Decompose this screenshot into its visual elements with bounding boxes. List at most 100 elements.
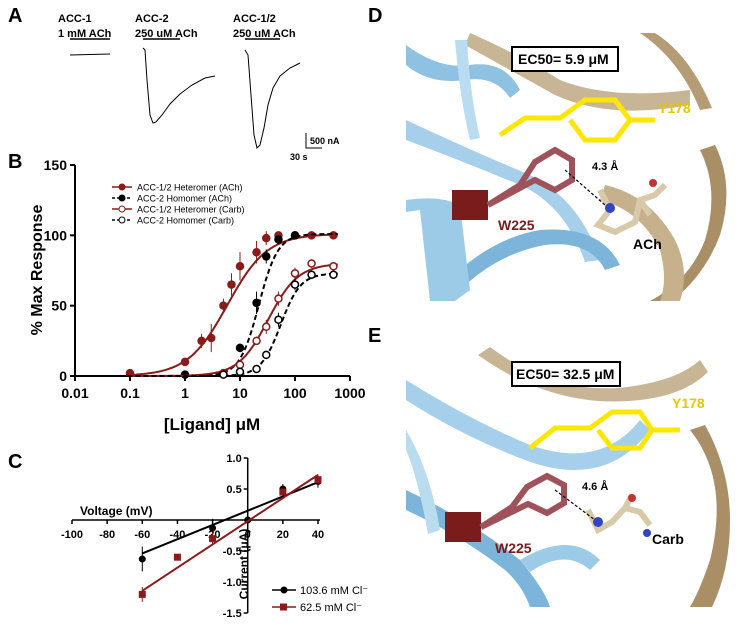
label-w225-d: W225 [498, 217, 535, 233]
cation-pi-distance [554, 489, 596, 521]
chart-b-fit-line [127, 272, 338, 377]
chart-b-legend-entry: ACC-2 Homomer (ACh) [137, 194, 232, 204]
ligand-nitrogen [605, 203, 615, 213]
chart-b-xtick-label: 0.1 [120, 385, 140, 401]
scale-bar [305, 133, 322, 149]
distance-d: 4.3 Å [592, 160, 618, 173]
ligand-label-d: ACh [633, 236, 662, 252]
chart-b-legend-entry: ACC-2 Homomer (Carb) [137, 216, 234, 226]
chart-c-legend-marker [280, 603, 287, 611]
ec50-e: EC50= 32.5 μM [516, 366, 614, 382]
trace-2-name: ACC-2 [135, 13, 169, 25]
chart-c-ytick-label: -1.0 [223, 577, 242, 589]
chart-b-point [235, 367, 245, 377]
blue-ribbon [520, 545, 600, 572]
chart-b-legend-marker [118, 194, 126, 202]
chart-c-xtick-label: 20 [277, 529, 289, 541]
chart-c-ytick-label: -1.5 [223, 608, 242, 620]
chart-b-legend-marker [118, 205, 126, 213]
chart-b-point [307, 259, 316, 268]
chart-b-point [252, 298, 261, 308]
panel-c-letter: C [8, 451, 22, 473]
chart-b-point [261, 252, 271, 261]
chart-c-point [209, 524, 217, 532]
chart-c-xtick-label: 0 [245, 529, 251, 541]
chart-b-point [290, 269, 300, 278]
panel-d-structure: D EC50= 5.9 μM Y178 W225 4.3 Å ACh [368, 5, 736, 301]
chart-b-xtick-label: 1 [181, 385, 189, 401]
chart-b-point [261, 233, 271, 243]
blue-ribbon [406, 120, 600, 262]
tan-ribbon [650, 145, 727, 301]
chart-b-point [329, 231, 338, 240]
chart-c-ytick-label: 0.5 [226, 484, 241, 496]
trace-1 [69, 53, 111, 56]
chart-b-point [329, 262, 338, 271]
blue-ribbon [406, 430, 440, 534]
blue-ribbon [455, 40, 480, 140]
y178-sidechain [528, 409, 680, 451]
chart-b-legend-marker [118, 216, 126, 224]
chart-b-point [235, 360, 245, 369]
chart-b-point [197, 336, 206, 346]
panel-c-iv-curve: C Voltage (mV) Current (μA) -100 -80 -60 -4… [8, 451, 368, 620]
w225-backbone [452, 190, 488, 220]
ligand-label-e: Carb [652, 531, 684, 547]
chart-b-point [252, 364, 261, 374]
label-w225-e: W225 [495, 540, 532, 556]
ligand-nitrogen [643, 529, 651, 537]
tan-ribbon [640, 33, 712, 110]
blue-ribbon [406, 198, 470, 301]
chart-b-xtick-label: 0.01 [61, 385, 88, 401]
ec50-box-d [511, 46, 619, 72]
chart-c-point [138, 555, 146, 563]
blue-ribbon [406, 490, 550, 607]
chart-b-xtick-label: 10 [232, 385, 248, 401]
trace-1-conc: 1 mM ACh [58, 28, 112, 40]
chart-b-point [261, 322, 271, 332]
y178-sidechain [498, 97, 655, 143]
chart-c-xtick-label: 40 [312, 529, 324, 541]
chart-b-point [219, 370, 228, 379]
chart-b-point [307, 270, 316, 279]
chart-b-point [235, 262, 245, 271]
chart-b-point [219, 301, 228, 310]
chart-b-xtick-label: 100 [283, 385, 307, 401]
chart-c-ytick-label: 1.0 [226, 453, 241, 465]
chart-c-point [279, 488, 287, 496]
chart-b-point [180, 357, 190, 367]
chart-c-xtick-label: -80 [99, 529, 115, 541]
chart-b-fit-line [127, 233, 338, 377]
chart-c-point [209, 535, 217, 543]
chart-b-ytick-label: 100 [44, 227, 68, 243]
chart-b-point [274, 235, 283, 244]
chart-c-point [314, 476, 322, 484]
panel-a: A ACC-1 1 mM ACh ACC-2 250 uM ACh ACC-1/… [8, 5, 340, 162]
chart-b-point [252, 336, 261, 346]
chart-b-point [252, 247, 261, 257]
chart-c-legend-marker [280, 586, 288, 594]
tan-ribbon [465, 33, 690, 111]
chart-b-ytick-label: 150 [44, 157, 68, 173]
chart-b-point [274, 315, 283, 324]
chart-b-point [261, 350, 271, 360]
chart-c-fit-line [141, 474, 319, 592]
chart-b-legend-entry: ACC-1/2 Heteromer (Carb) [137, 205, 245, 215]
chart-b-xtick-label: 1000 [334, 385, 365, 401]
chart-c-xtick-label: -100 [61, 529, 83, 541]
blue-ribbon [406, 380, 650, 470]
w225-backbone [445, 512, 481, 542]
chart-c-xtick-label: -60 [134, 529, 150, 541]
chart-b-point [227, 280, 236, 289]
trace-3 [244, 49, 301, 149]
chart-b-fit-line [127, 233, 338, 377]
w225-sidechain [486, 146, 575, 208]
trace-3-name: ACC-1/2 [233, 13, 276, 25]
w225-sidechain [479, 472, 567, 530]
panel-e-letter: E [368, 325, 381, 347]
chart-b-ylabel: % Max Response [29, 205, 46, 336]
chart-c-legend-entry: 62.5 mM Cl⁻ [300, 602, 362, 614]
chart-c-point [173, 553, 181, 561]
panel-e-structure: E EC50= 32.5 μM Y178 W225 4.6 Å Carb [368, 325, 736, 607]
